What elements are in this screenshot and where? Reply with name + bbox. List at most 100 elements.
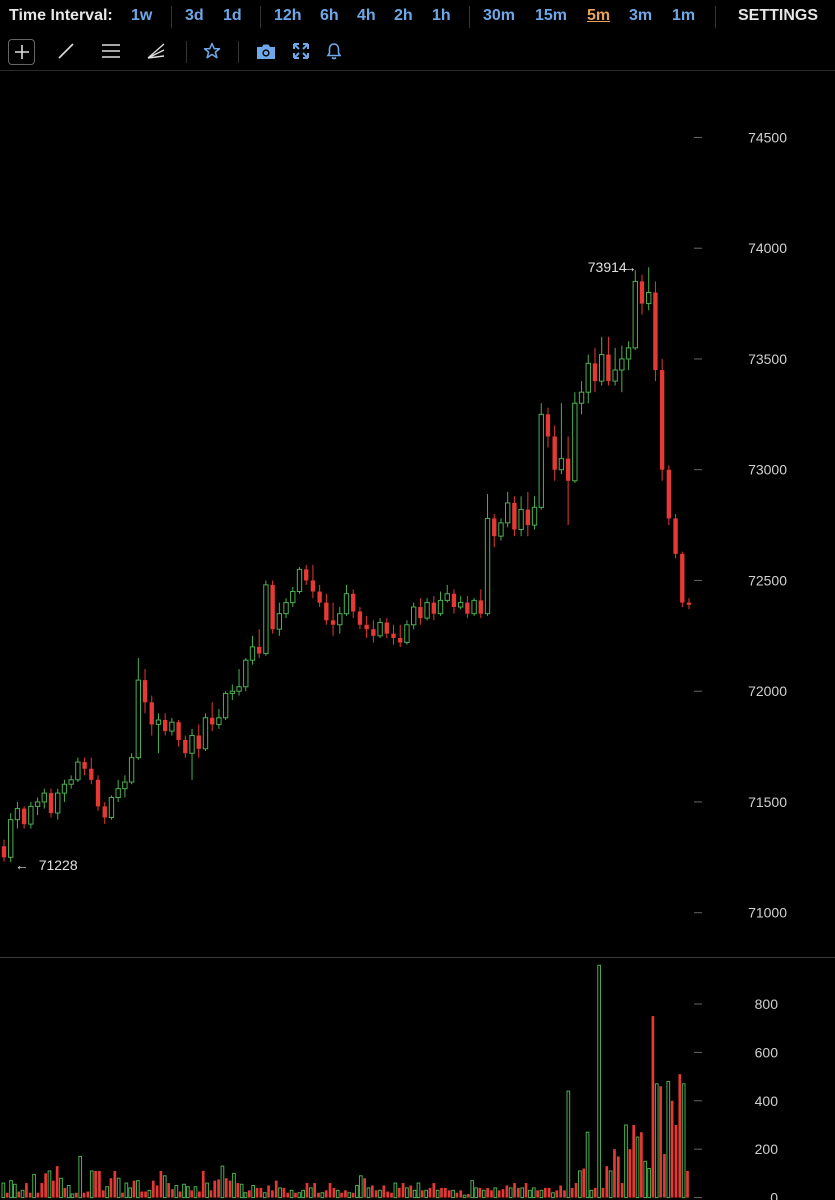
candle — [176, 719, 181, 747]
candle — [310, 564, 316, 599]
volume-bar — [282, 1187, 286, 1198]
volume-bar — [178, 1191, 182, 1198]
vol-tick-label: 200 — [755, 1141, 779, 1157]
volume-bar — [1, 1182, 6, 1199]
fan-icon[interactable] — [143, 38, 169, 64]
volume-bar — [640, 1132, 643, 1198]
volume-bar — [608, 1170, 613, 1199]
candle — [558, 403, 565, 475]
candle-body — [471, 599, 477, 615]
interval-1h[interactable]: 1h — [432, 7, 451, 24]
candle-body — [686, 602, 692, 605]
trendline-icon[interactable] — [53, 38, 79, 64]
y-tick-label: 74500 — [748, 129, 787, 145]
crosshair-icon[interactable] — [8, 39, 35, 65]
volume-bar — [681, 1083, 686, 1199]
volume-bar — [294, 1192, 297, 1198]
volume-bar — [55, 1166, 59, 1198]
candle-body — [142, 680, 148, 703]
volume-bar — [643, 1160, 648, 1199]
candle — [377, 618, 383, 639]
candle — [444, 584, 450, 603]
candle — [216, 708, 222, 729]
candle — [371, 620, 376, 643]
candle — [290, 587, 296, 608]
interval-15m[interactable]: 15m — [535, 7, 568, 24]
volume-chart[interactable]: 0 200 400 600 800 — [0, 958, 835, 1200]
candle — [28, 801, 34, 829]
volume-bar — [520, 1187, 525, 1199]
volume-bar — [305, 1183, 309, 1198]
interval-5m[interactable]: 5m — [587, 7, 611, 24]
candle-body — [639, 281, 645, 304]
candle-body — [128, 757, 135, 783]
volume-bar — [116, 1177, 121, 1199]
volume-bar — [20, 1189, 25, 1199]
candle-body — [169, 721, 175, 732]
star-icon[interactable] — [199, 38, 225, 64]
candle — [465, 595, 470, 619]
candle — [276, 602, 283, 636]
candle — [229, 684, 236, 701]
candle — [518, 496, 524, 537]
interval-1w[interactable]: 1w — [131, 7, 153, 24]
candle — [8, 813, 14, 863]
volume-bar — [151, 1180, 155, 1198]
volume-bar — [409, 1185, 413, 1198]
interval-2h[interactable]: 2h — [394, 7, 413, 24]
candle — [418, 598, 423, 625]
volume-bar — [462, 1194, 467, 1199]
candle-body — [102, 806, 107, 818]
horizontal-lines-icon[interactable] — [98, 38, 124, 64]
interval-30m[interactable]: 30m — [483, 7, 516, 24]
candle — [457, 595, 464, 610]
interval-1d[interactable]: 1d — [223, 7, 242, 24]
candle — [324, 593, 329, 625]
candle — [478, 589, 483, 619]
candle-body — [317, 591, 322, 603]
volume-bar — [539, 1189, 544, 1199]
candle — [572, 392, 578, 483]
candle-body — [673, 518, 678, 554]
camera-icon[interactable] — [253, 38, 279, 64]
volume-bar — [213, 1180, 217, 1198]
candle — [89, 757, 94, 785]
y-tick-label: 71000 — [748, 905, 787, 921]
volume-bar — [28, 1192, 32, 1198]
interval-3m[interactable]: 3m — [629, 7, 653, 24]
interval-3d[interactable]: 3d — [185, 7, 204, 24]
candle — [283, 598, 289, 619]
candle-body — [8, 819, 14, 858]
interval-4h[interactable]: 4h — [357, 7, 376, 24]
interval-12h[interactable]: 12h — [274, 7, 302, 24]
volume-bar — [243, 1192, 248, 1199]
candle-body — [451, 593, 457, 608]
volume-bar — [274, 1180, 278, 1198]
volume-bar — [378, 1189, 382, 1199]
volume-bar — [140, 1191, 144, 1198]
settings-button[interactable]: SETTINGS — [738, 7, 819, 24]
volume-bar — [555, 1190, 559, 1198]
separator — [238, 41, 239, 63]
volume-bar — [228, 1180, 232, 1198]
volume-bar — [40, 1183, 44, 1198]
candle-body — [95, 779, 101, 807]
volume-bar — [501, 1189, 505, 1198]
volume-bar — [193, 1186, 198, 1199]
candle-body — [122, 781, 128, 790]
interval-1m[interactable]: 1m — [672, 7, 696, 24]
fullscreen-icon[interactable] — [288, 38, 314, 64]
candle-body — [290, 591, 296, 604]
candle-body — [1, 846, 7, 858]
volume-bar — [82, 1192, 86, 1198]
candle — [343, 584, 350, 616]
candle — [75, 757, 81, 783]
candle-body — [371, 629, 376, 636]
interval-6h[interactable]: 6h — [320, 7, 339, 24]
volume-bar — [666, 1080, 671, 1199]
candle-body — [55, 792, 61, 814]
bell-icon[interactable] — [321, 38, 347, 64]
candle — [202, 713, 209, 752]
drawing-toolbar — [0, 34, 835, 71]
price-chart[interactable]: 71000 71500 72000 72500 73000 73500 74000 74500… — [0, 71, 835, 957]
